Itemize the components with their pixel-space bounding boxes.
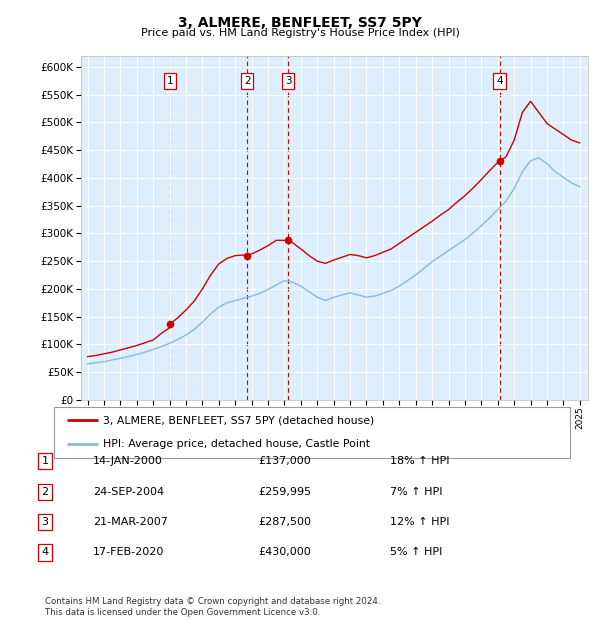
Text: 14-JAN-2000: 14-JAN-2000 xyxy=(93,456,163,466)
Text: 3, ALMERE, BENFLEET, SS7 5PY: 3, ALMERE, BENFLEET, SS7 5PY xyxy=(178,16,422,30)
Text: £287,500: £287,500 xyxy=(258,517,311,527)
Text: 4: 4 xyxy=(496,76,503,86)
Text: 7% ↑ HPI: 7% ↑ HPI xyxy=(390,487,443,497)
Text: 2: 2 xyxy=(244,76,251,86)
Text: Contains HM Land Registry data © Crown copyright and database right 2024.
This d: Contains HM Land Registry data © Crown c… xyxy=(45,598,380,617)
Text: 2: 2 xyxy=(41,487,49,497)
Text: 1: 1 xyxy=(41,456,49,466)
Text: 3, ALMERE, BENFLEET, SS7 5PY (detached house): 3, ALMERE, BENFLEET, SS7 5PY (detached h… xyxy=(103,415,374,425)
Text: 3: 3 xyxy=(41,517,49,527)
Text: 3: 3 xyxy=(285,76,292,86)
Text: HPI: Average price, detached house, Castle Point: HPI: Average price, detached house, Cast… xyxy=(103,439,370,449)
Text: £137,000: £137,000 xyxy=(258,456,311,466)
Text: 21-MAR-2007: 21-MAR-2007 xyxy=(93,517,168,527)
Text: 1: 1 xyxy=(167,76,173,86)
Text: Price paid vs. HM Land Registry's House Price Index (HPI): Price paid vs. HM Land Registry's House … xyxy=(140,28,460,38)
Text: 18% ↑ HPI: 18% ↑ HPI xyxy=(390,456,449,466)
Text: £430,000: £430,000 xyxy=(258,547,311,557)
Text: 17-FEB-2020: 17-FEB-2020 xyxy=(93,547,164,557)
Text: 4: 4 xyxy=(41,547,49,557)
FancyBboxPatch shape xyxy=(54,407,570,458)
Text: 24-SEP-2004: 24-SEP-2004 xyxy=(93,487,164,497)
Text: 12% ↑ HPI: 12% ↑ HPI xyxy=(390,517,449,527)
Text: £259,995: £259,995 xyxy=(258,487,311,497)
Text: 5% ↑ HPI: 5% ↑ HPI xyxy=(390,547,442,557)
